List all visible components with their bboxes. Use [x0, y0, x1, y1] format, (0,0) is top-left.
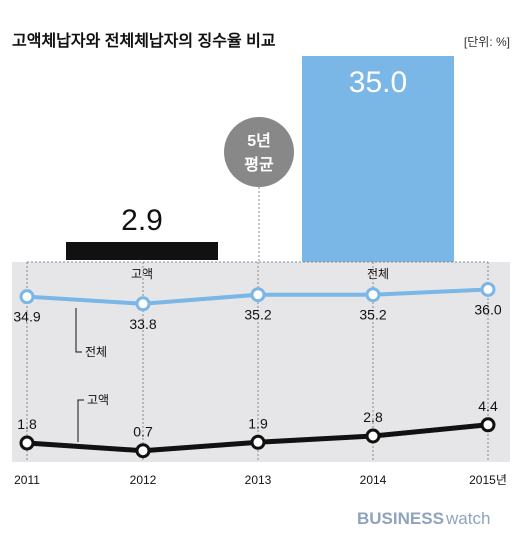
series-0-point-4 [480, 282, 496, 297]
bar-category-label-0: 고액 [131, 267, 153, 281]
series-0-point-3 [365, 287, 381, 303]
badge-line2: 평균 [244, 156, 274, 174]
bar-category-label-1: 전체 [367, 267, 389, 281]
brand-part1: BUSINESS [357, 509, 444, 528]
series-0-value-label-4: 36.0 [474, 302, 501, 318]
series-1-point-1 [135, 443, 151, 459]
bar-value-label-0: 2.9 [121, 204, 163, 237]
badge-circle [224, 117, 294, 187]
series-0-value-label-1: 33.8 [129, 316, 156, 332]
x-axis: 2011 2012 2013 2014 2015년 [14, 473, 507, 487]
bar-chart: 2.9 35.0 고액 전체 [66, 56, 454, 281]
series-1-point-4 [480, 417, 496, 433]
x-tick-label-1: 2012 [130, 473, 157, 487]
page-title: 고액체납자와 전체체납자의 징수율 비교 [12, 31, 276, 50]
brand-logo: BUSINESS watch [357, 509, 490, 528]
x-tick-label-2: 2013 [245, 473, 272, 487]
series-0-point-2 [250, 287, 266, 303]
series-1-value-label-0: 1.8 [17, 416, 37, 432]
badge-line1: 5년 [247, 131, 271, 150]
guide-lines [26, 187, 489, 462]
series-0-value-label-3: 35.2 [359, 307, 386, 323]
series-1-point-2 [250, 434, 266, 450]
bar-0 [66, 242, 218, 260]
series-1-value-label-2: 1.9 [248, 415, 268, 431]
series-1-name-label: 고액 [87, 393, 109, 407]
x-tick-label-3: 2014 [360, 473, 387, 487]
series-1-name-leader [77, 399, 84, 442]
series-1-point-0 [19, 435, 35, 451]
x-tick-label-0: 2011 [14, 473, 40, 487]
series-1-point-3 [365, 428, 381, 444]
brand-part2: watch [445, 509, 490, 528]
series-0-value-label-0: 34.9 [13, 309, 40, 325]
series-0-point-0 [19, 289, 35, 305]
series-0-name-label: 전체 [85, 345, 107, 359]
series-1-value-label-4: 4.4 [478, 398, 498, 414]
series-1-value-label-1: 0.7 [133, 424, 153, 440]
bar-value-label-1: 35.0 [349, 66, 407, 99]
unit-label: [단위: %] [464, 35, 510, 49]
series-1-value-label-3: 2.8 [363, 409, 383, 425]
x-tick-label-4: 2015년 [469, 473, 507, 487]
series-0-value-label-2: 35.2 [244, 307, 271, 323]
bar-1 [302, 56, 454, 262]
series-0-name-leader [75, 308, 82, 353]
series-0-point-1 [135, 296, 151, 312]
five-year-average-badge: 5년 평균 [224, 117, 294, 187]
